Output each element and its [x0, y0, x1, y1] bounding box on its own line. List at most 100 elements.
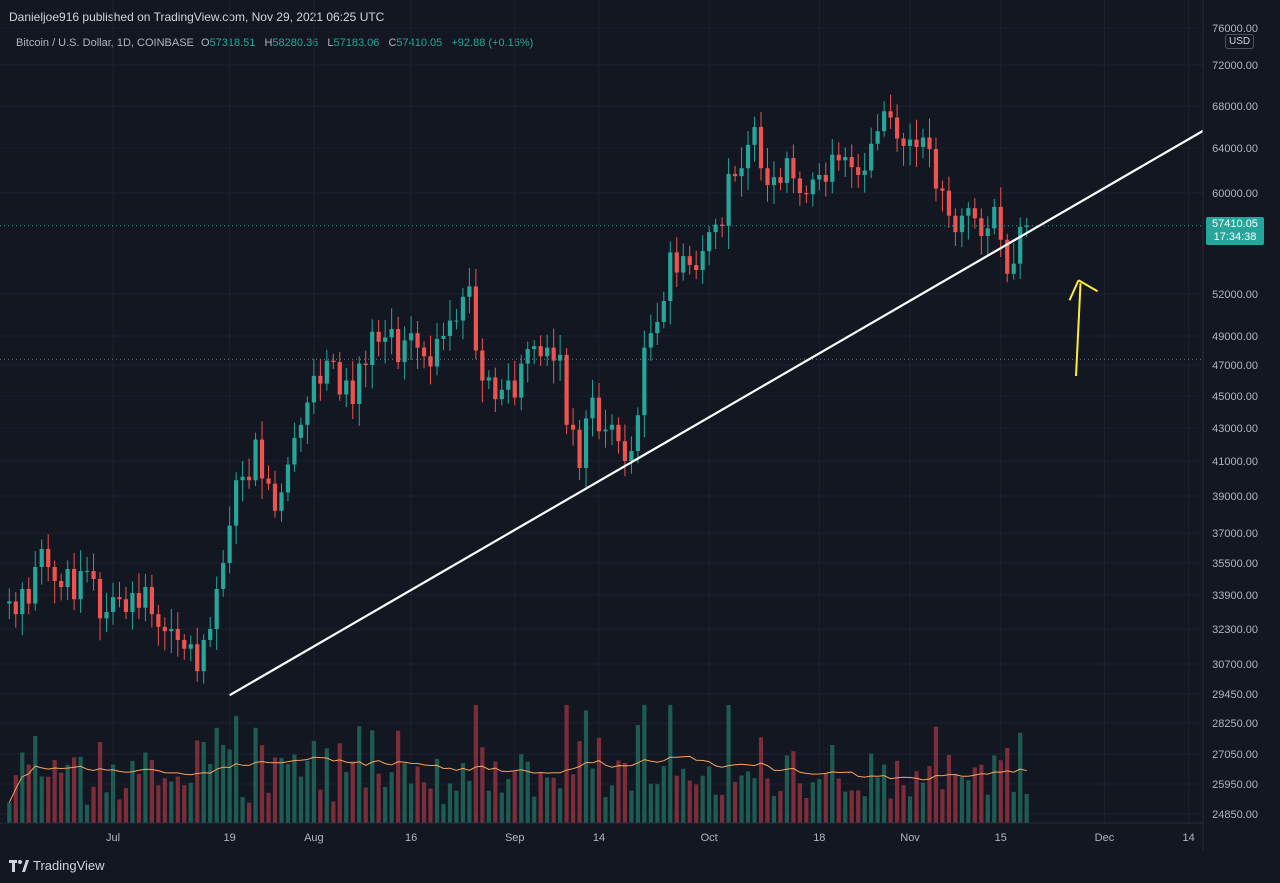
candle-body — [214, 589, 219, 629]
symbol-name[interactable]: Bitcoin / U.S. Dollar, 1D, COINBASE — [16, 37, 194, 49]
yellow-arrow-annotation — [1068, 279, 1099, 377]
price-tick-label: 60000.00 — [1212, 188, 1258, 200]
candle-body — [331, 360, 336, 363]
candle-body — [914, 139, 919, 147]
grid-lines — [0, 0, 1203, 823]
price-tick-label: 76000.00 — [1212, 23, 1258, 35]
tradingview-brand: TradingView — [33, 858, 105, 873]
symbol-legend[interactable]: Bitcoin / U.S. Dollar, 1D, COINBASE O573… — [16, 37, 539, 49]
candle-body — [402, 340, 407, 363]
price-tick-label: 39000.00 — [1212, 491, 1258, 503]
candle-body — [616, 424, 621, 442]
price-chart[interactable]: 76000.00 72000.00 68000.00 64000.00 60000.00… — [0, 0, 1280, 850]
low-label: L — [327, 37, 334, 49]
candle-body — [512, 380, 517, 398]
candle-body — [383, 337, 388, 342]
candle-body — [246, 476, 252, 481]
candle-body — [681, 256, 686, 273]
volume-bar — [545, 777, 550, 823]
last-price-value: 57410.05 — [1212, 218, 1258, 230]
candle-body — [78, 571, 83, 600]
volume-bar — [771, 795, 777, 823]
candle-body — [979, 218, 984, 236]
price-tick-label: 45000.00 — [1212, 391, 1258, 403]
high-value: 58280.36 — [272, 37, 319, 49]
volume-bar — [20, 752, 25, 823]
candle-body — [188, 644, 193, 649]
candle-body — [823, 175, 828, 182]
candle-body — [20, 589, 25, 615]
candle-body — [7, 601, 12, 604]
candle-body — [143, 587, 148, 608]
candle-body — [285, 464, 291, 493]
arrow-head-right — [1078, 279, 1099, 293]
time-tick-label: Jul — [106, 832, 120, 844]
volume-bar — [907, 796, 913, 823]
candle-body — [408, 333, 414, 341]
volume-bar — [447, 783, 453, 823]
candle-body — [434, 338, 440, 367]
price-tick-label: 41000.00 — [1212, 456, 1258, 468]
volume-bar — [234, 715, 239, 823]
volume-bar — [408, 783, 414, 823]
time-tick-label: Aug — [304, 832, 324, 844]
candle-body — [65, 569, 70, 587]
close-value: 57410.05 — [396, 37, 443, 49]
candle-body — [739, 168, 744, 177]
volume-bar — [713, 794, 718, 823]
candle-body — [447, 320, 453, 336]
volume-bar — [104, 792, 109, 823]
volume-bar — [39, 776, 44, 823]
candle-body — [519, 363, 524, 398]
tradingview-logo[interactable]: TradingView — [9, 858, 105, 873]
volume-bar — [396, 730, 401, 823]
volume-bar — [700, 775, 705, 823]
currency-badge[interactable]: USD — [1225, 34, 1255, 49]
candle-body — [454, 320, 459, 322]
volume-bar — [331, 801, 336, 823]
candle-body — [149, 587, 154, 615]
price-axis[interactable]: 76000.00 72000.00 68000.00 64000.00 60000.00… — [1212, 23, 1258, 821]
volume-bar — [421, 782, 427, 823]
volume-bar — [123, 788, 129, 823]
volume-bar — [467, 780, 472, 823]
candle-body — [985, 228, 990, 236]
candle-body — [428, 356, 433, 367]
volume-bar — [739, 775, 744, 823]
candle-body — [279, 492, 284, 511]
candle-body — [298, 424, 304, 438]
candle-body — [830, 154, 835, 182]
candle-body — [687, 256, 692, 265]
volume-bar — [311, 741, 316, 823]
price-tick-label: 33900.00 — [1212, 590, 1258, 602]
candle-body — [570, 424, 576, 430]
trendline[interactable] — [229, 129, 1204, 697]
candle-body — [564, 354, 569, 425]
volume-bar — [480, 747, 485, 823]
candle-body — [104, 612, 109, 619]
price-tick-label: 47000.00 — [1212, 360, 1258, 372]
time-tick-label: Dec — [1095, 832, 1115, 844]
price-tick-label: 64000.00 — [1212, 143, 1258, 155]
volume-bar — [240, 797, 245, 823]
volume-bar — [460, 763, 466, 823]
volume-bar — [609, 785, 615, 823]
volume-bar — [33, 735, 38, 823]
time-axis[interactable]: Jul 19 Aug 16 Sep 14 Oct 18 Nov 15 Dec 14 — [106, 832, 1195, 844]
volume-bar — [817, 778, 822, 823]
candle-body — [907, 139, 913, 146]
candle-body — [661, 301, 666, 322]
candle-body — [26, 589, 31, 604]
volume-bar — [914, 771, 919, 823]
price-tick-label: 43000.00 — [1212, 423, 1258, 435]
candle-body — [713, 224, 718, 233]
volume-bar — [882, 764, 887, 823]
candle-body — [292, 437, 297, 465]
volume-bar — [344, 771, 349, 823]
volume-bar — [402, 763, 407, 823]
candle-body — [758, 127, 764, 169]
candle-body — [473, 286, 478, 351]
volume-bar — [681, 768, 686, 823]
candle-body — [467, 286, 472, 297]
arrow-shaft — [1075, 283, 1082, 377]
